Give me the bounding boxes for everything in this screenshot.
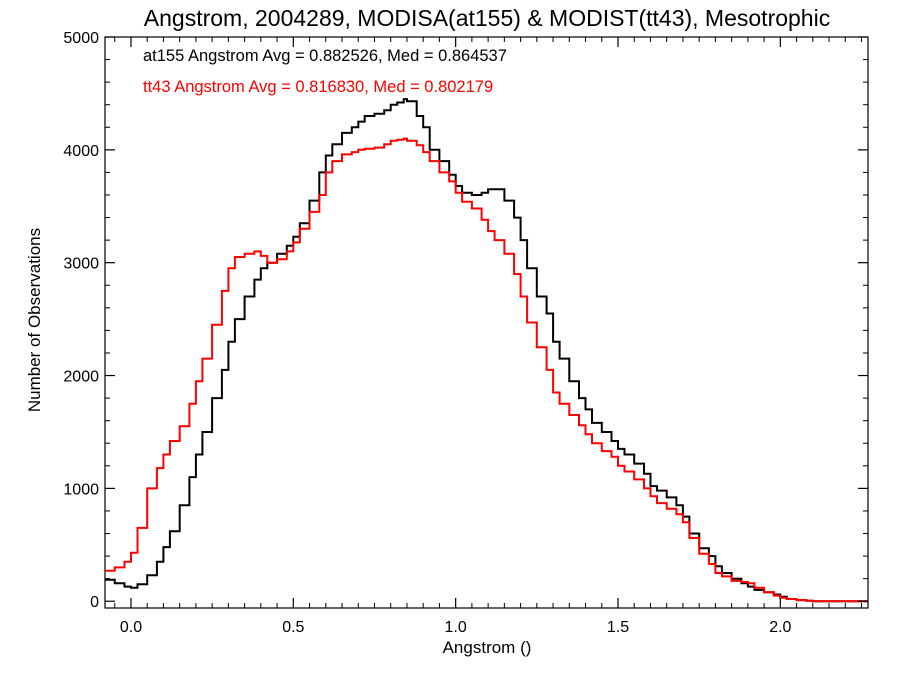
x-tick-label: 0.5 bbox=[282, 619, 304, 636]
annotation-at155: at155 Angstrom Avg = 0.882526, Med = 0.8… bbox=[143, 47, 507, 65]
x-tick-label: 2.0 bbox=[769, 619, 791, 636]
series-tt43-line bbox=[105, 137, 868, 603]
y-tick-label: 5000 bbox=[63, 30, 99, 47]
chart-title: Angstrom, 2004289, MODISA(at155) & MODIS… bbox=[144, 5, 830, 31]
y-tick-label: 0 bbox=[90, 594, 99, 611]
x-tick-label: 1.0 bbox=[445, 619, 467, 636]
y-tick-label: 3000 bbox=[63, 256, 99, 273]
series-at155-line bbox=[105, 98, 868, 603]
x-tick-label: 1.5 bbox=[607, 619, 629, 636]
y-tick-label: 4000 bbox=[63, 143, 99, 160]
plot-frame bbox=[104, 36, 869, 609]
y-tick-label: 2000 bbox=[63, 369, 99, 386]
x-axis-ticks: 0.0 0.5 1.0 1.5 2.0 bbox=[114, 37, 863, 636]
y-tick-label: 1000 bbox=[63, 481, 99, 498]
y-axis-label: Number of Observations bbox=[25, 228, 44, 412]
x-tick-label: 0.0 bbox=[120, 619, 142, 636]
plot-area: 0.0 0.5 1.0 1.5 2.0 0 1000 2000 3000 4000 5000 bbox=[63, 30, 869, 636]
y-axis-ticks: 0 1000 2000 3000 4000 5000 bbox=[63, 30, 868, 611]
x-axis-label: Angstrom () bbox=[443, 638, 532, 657]
annotation-tt43: tt43 Angstrom Avg = 0.816830, Med = 0.80… bbox=[143, 78, 493, 96]
series-layer bbox=[105, 98, 868, 603]
